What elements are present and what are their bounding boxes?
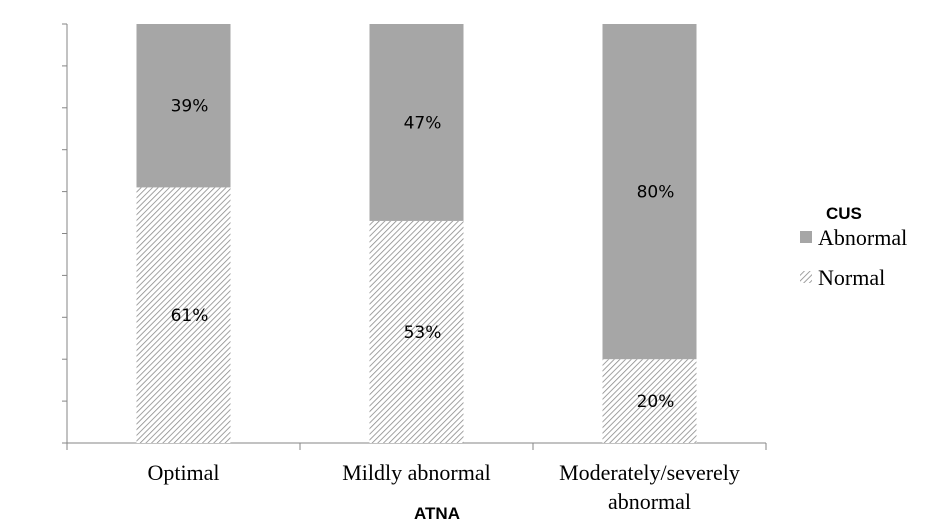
data-labels: 61% 39% 53% 47% 20% 80%	[171, 97, 675, 412]
bars	[136, 24, 697, 443]
x-tick-labels: Optimal Mildly abnormal Moderately/severel…	[147, 460, 739, 514]
data-label-normal-3: 20%	[637, 392, 675, 412]
data-label-normal-2: 53%	[404, 323, 442, 343]
x-tick-label-1: Optimal	[147, 460, 219, 485]
bar-abnormal-1	[136, 24, 231, 188]
data-label-abnormal-1: 39%	[171, 97, 209, 117]
x-tick-label-2: Mildly abnormal	[342, 460, 490, 485]
legend-label-normal: Normal	[818, 265, 885, 290]
legend: CUS Abnormal Normal	[800, 204, 907, 290]
legend-swatch-abnormal	[800, 231, 812, 243]
data-label-normal-1: 61%	[171, 306, 209, 326]
legend-swatch-normal	[800, 271, 812, 283]
bar-abnormal-2	[369, 24, 464, 221]
x-tick-label-3: Moderately/severely abnormal	[559, 460, 740, 514]
x-axis-title: ATNA	[414, 504, 460, 523]
bar-normal-2	[369, 220, 464, 443]
bar-normal-1	[136, 187, 231, 443]
data-label-abnormal-3: 80%	[637, 183, 675, 203]
legend-label-abnormal: Abnormal	[818, 225, 907, 250]
legend-title: CUS	[826, 204, 862, 223]
data-label-abnormal-2: 47%	[404, 113, 442, 133]
bar-normal-3	[602, 359, 697, 443]
bar-abnormal-3	[602, 24, 697, 360]
